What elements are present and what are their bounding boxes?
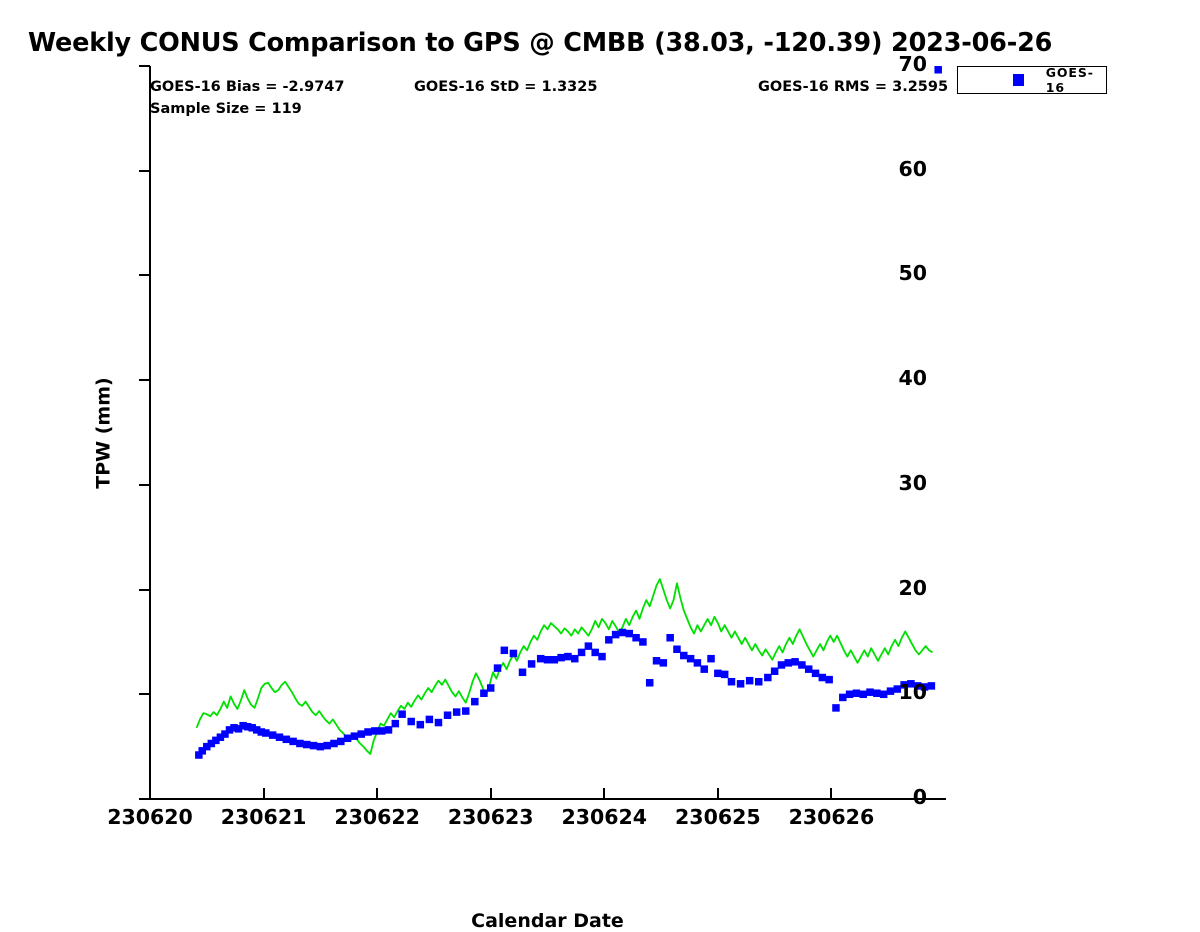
y-tick-30 (139, 483, 150, 486)
x-tick-230622 (376, 788, 379, 799)
x-axis-line (150, 798, 946, 800)
y-tick-60 (139, 169, 150, 172)
x-tick-label-230621: 230621 (220, 805, 307, 829)
x-tick-230621 (262, 788, 265, 799)
x-tick-label-230624: 230624 (561, 805, 648, 829)
x-tick-230625 (716, 788, 719, 799)
y-tick-20 (139, 588, 150, 591)
y-tick-10 (139, 693, 150, 696)
legend: GOES-16 (957, 65, 1107, 95)
y-tick-label-10: 10 (898, 680, 927, 705)
x-axis-label: Calendar Date (471, 910, 624, 932)
y-tick-label-0: 0 (912, 785, 927, 809)
y-tick-50 (139, 274, 150, 277)
y-tick-label-50: 50 (898, 261, 927, 286)
y-tick-label-30: 30 (898, 470, 927, 495)
y-axis-label: TPW (mm) (92, 376, 115, 489)
stat-rms: GOES-16 RMS = 3.2595 (758, 79, 949, 95)
y-tick-40 (139, 379, 150, 382)
page-title: Weekly CONUS Comparison to GPS @ CMBB (3… (28, 28, 1053, 58)
x-tick-label-230620: 230620 (107, 805, 193, 829)
x-tick-230624 (603, 788, 606, 799)
stat-bias: GOES-16 Bias = -2.9747 (150, 79, 345, 95)
x-tick-230623 (489, 788, 492, 799)
series-goes-16 (195, 66, 942, 759)
x-tick-label-230625: 230625 (675, 805, 761, 829)
legend-marker-goes16-icon (1013, 74, 1024, 86)
y-tick-70 (139, 65, 150, 67)
x-tick-label-230626: 230626 (788, 805, 875, 829)
x-tick-label-230622: 230622 (334, 805, 420, 829)
series-gps (195, 578, 933, 755)
plot-area: TPW (mm) Calendar Date 0 10 20 30 40 50 60 70 2… (93, 52, 945, 932)
y-tick-0 (139, 798, 150, 800)
stat-sample-size: Sample Size = 119 (150, 101, 302, 117)
stat-std: GOES-16 StD = 1.3325 (414, 79, 598, 95)
y-axis-line (149, 66, 151, 799)
x-tick-230626 (830, 788, 833, 799)
y-tick-label-20: 20 (898, 575, 927, 600)
legend-label-goes16: GOES-16 (1045, 65, 1094, 95)
y-tick-label-70: 70 (898, 52, 927, 76)
y-tick-label-40: 40 (898, 366, 927, 391)
x-tick-label-230623: 230623 (447, 805, 534, 829)
x-tick-230620 (149, 788, 151, 799)
chart-canvas: Weekly CONUS Comparison to GPS @ CMBB (3… (28, 28, 1107, 932)
data-series-layer (195, 66, 942, 759)
y-tick-label-60: 60 (898, 156, 927, 181)
